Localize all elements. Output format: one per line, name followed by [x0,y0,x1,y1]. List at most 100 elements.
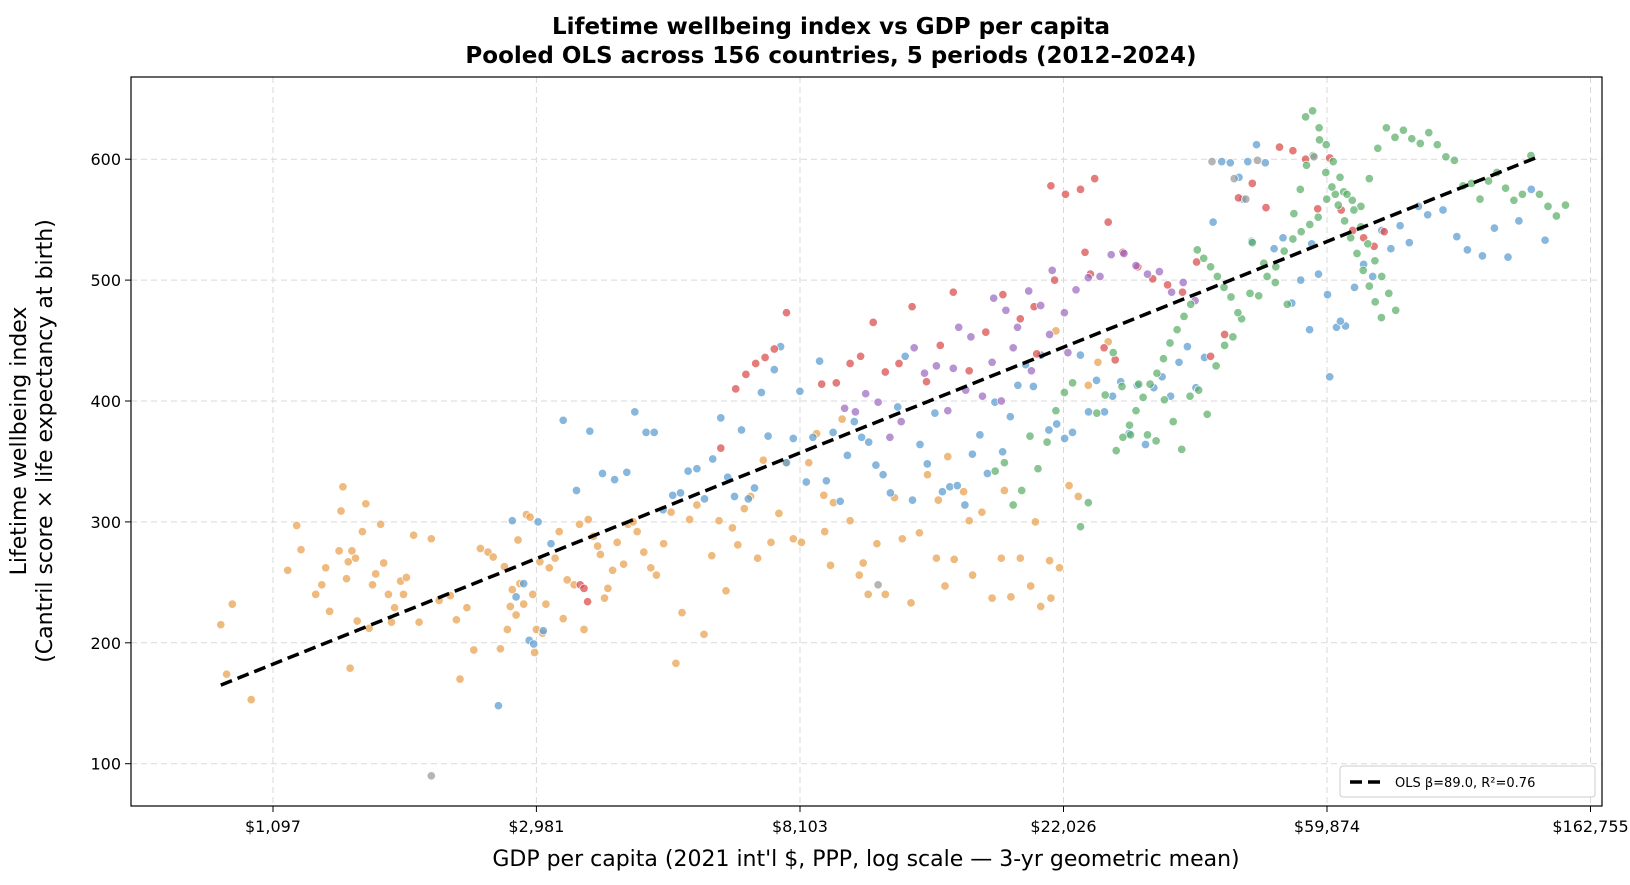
data-point [981,327,991,337]
data-point [641,427,651,437]
data-point [998,447,1008,457]
data-point [519,599,529,609]
data-point [1514,216,1524,226]
data-point [488,552,498,562]
data-point [861,389,871,399]
data-point [311,589,321,599]
plot-frame [130,76,1603,807]
data-point [1462,245,1472,255]
data-point [922,470,933,480]
data-point [1424,128,1434,138]
data-point [292,520,302,531]
data-point [919,368,930,378]
data-point [1501,183,1511,193]
data-point [1308,106,1318,116]
data-point [1243,157,1253,167]
data-point [558,614,568,624]
data-point [1140,439,1151,450]
data-point [804,458,814,468]
data-point [1165,338,1175,348]
data-point [546,539,556,549]
data-point [1376,313,1386,323]
data-point [1008,343,1018,353]
data-point [1327,182,1337,192]
data-point [907,302,917,312]
data-point [1279,246,1289,256]
data-point [599,593,610,603]
data-point [1379,227,1389,237]
data-point [603,583,613,593]
data-point [1001,305,1011,315]
data-point [475,543,485,554]
data-point [558,415,568,425]
data-point [996,553,1006,563]
data-point [666,507,676,517]
data-point [493,701,503,711]
data-point [817,379,827,389]
data-point [350,553,361,563]
data-point [900,351,910,361]
data-point [1075,184,1086,194]
data-point [921,377,932,387]
data-point [1026,366,1036,376]
data-point [1060,189,1071,199]
data-point [685,514,695,525]
data-point [977,507,987,517]
data-point [1207,157,1217,167]
data-point [668,490,678,500]
data-point [1032,349,1042,359]
x-axis-ticks: $1,097 $2,981 $8,103 $22,026 $59,874 $162,755 [245,806,1629,836]
data-point [1407,134,1417,144]
data-point [630,407,640,417]
data-point [296,545,306,555]
data-point [930,408,940,418]
data-point [999,485,1009,496]
data-point [1335,172,1345,182]
data-point [544,563,554,573]
data-point [1044,425,1054,435]
data-point [897,534,907,544]
data-point [1534,189,1545,199]
data-point [1030,517,1040,527]
data-point [338,482,348,492]
data-point [758,455,768,465]
data-point [1477,251,1487,261]
data-point [894,358,904,369]
data-point [649,427,659,437]
data-point [801,477,811,487]
data-point [1452,232,1462,242]
data-point [1158,354,1169,364]
y-tick-label: 400 [90,392,121,411]
data-point [1015,553,1025,563]
data-point [845,358,855,369]
data-point [619,559,629,569]
data-point [1358,265,1368,275]
data-point [1093,357,1103,367]
data-point [1083,380,1093,390]
data-point [1220,329,1230,340]
y-tick-label: 200 [90,634,121,653]
data-point [769,365,779,375]
data-point [632,527,642,537]
data-point [964,516,974,526]
data-point [1125,430,1136,440]
data-point [646,563,656,573]
data-point [937,487,947,497]
data-point [639,547,649,557]
data-point [1313,204,1323,214]
data-point [781,458,792,468]
data-point [495,644,505,654]
data-point [1220,340,1230,350]
data-point [1111,446,1121,456]
data-point [1013,380,1023,390]
data-point [1489,223,1499,233]
x-axis-label: GDP per capita (2021 int'l $, PPP, log s… [492,847,1239,872]
legend: OLS β=89.0, R²=0.76 [1339,765,1596,798]
y-tick-label: 300 [90,513,121,532]
data-point [1042,437,1052,447]
data-point [1134,379,1144,389]
data-point [1083,407,1094,417]
data-point [1301,112,1311,122]
data-point [1059,308,1069,318]
data-point [849,417,859,427]
